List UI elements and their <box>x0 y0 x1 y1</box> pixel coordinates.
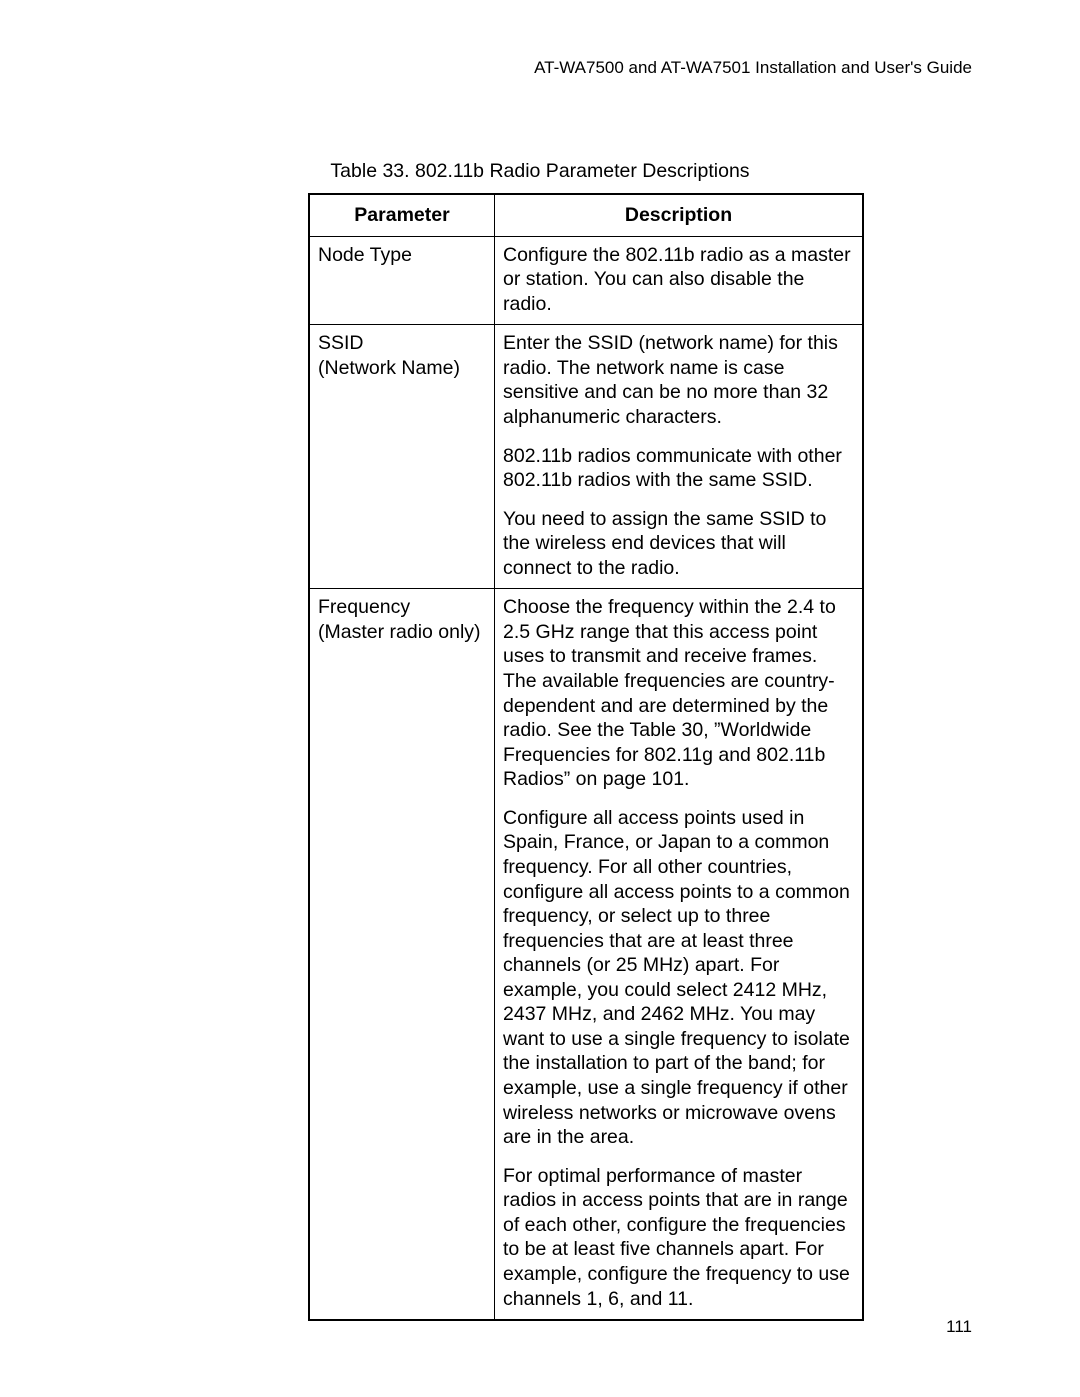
page-content: AT-WA7500 and AT-WA7501 Installation and… <box>0 0 1080 1321</box>
table-header-row: Parameter Description <box>309 194 863 236</box>
description-paragraph: Configure all access points used in Spai… <box>503 806 854 1150</box>
table-row: Node TypeConfigure the 802.11b radio as … <box>309 236 863 325</box>
table-caption: Table 33. 802.11b Radio Parameter Descri… <box>108 160 972 183</box>
header-description: Description <box>495 194 864 236</box>
description-paragraph: For optimal performance of master radios… <box>503 1164 854 1311</box>
description-paragraph: Enter the SSID (network name) for this r… <box>503 331 854 429</box>
document-header: AT-WA7500 and AT-WA7501 Installation and… <box>108 58 972 78</box>
parameter-table: Parameter Description Node TypeConfigure… <box>308 193 864 1321</box>
cell-parameter: Frequency (Master radio only) <box>309 589 495 1320</box>
table-row: SSID (Network Name)Enter the SSID (netwo… <box>309 325 863 589</box>
description-paragraph: Configure the 802.11b radio as a master … <box>503 243 854 317</box>
header-parameter: Parameter <box>309 194 495 236</box>
cell-parameter: SSID (Network Name) <box>309 325 495 589</box>
description-paragraph: Choose the frequency within the 2.4 to 2… <box>503 595 854 792</box>
cell-parameter: Node Type <box>309 236 495 325</box>
description-paragraph: 802.11b radios communicate with other 80… <box>503 444 854 493</box>
cell-description: Enter the SSID (network name) for this r… <box>495 325 864 589</box>
table-row: Frequency (Master radio only)Choose the … <box>309 589 863 1320</box>
cell-description: Configure the 802.11b radio as a master … <box>495 236 864 325</box>
description-paragraph: You need to assign the same SSID to the … <box>503 507 854 581</box>
page-number: 111 <box>946 1317 972 1337</box>
cell-description: Choose the frequency within the 2.4 to 2… <box>495 589 864 1320</box>
